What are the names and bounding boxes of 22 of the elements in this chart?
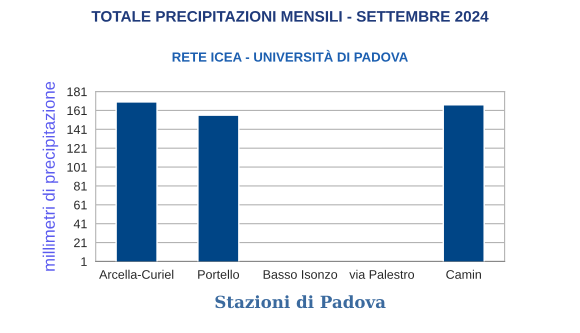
x-axis-title: Stazioni di Padova — [215, 295, 386, 308]
y-tick-label: 141 — [67, 125, 87, 134]
y-tick-label: 1 — [81, 257, 87, 266]
x-tick-label: via Palestro — [349, 270, 414, 279]
y-tick-label: 161 — [67, 106, 87, 116]
y-tick-label: 41 — [74, 220, 87, 228]
x-tick-label: Basso Isonzo — [264, 270, 338, 279]
bar — [442, 104, 485, 262]
y-axis-title: millimetri di precipitazione — [42, 82, 58, 271]
y-tick-label: 101 — [67, 162, 87, 172]
y-tick-label: 61 — [74, 200, 87, 210]
bar — [197, 114, 240, 262]
bar — [115, 101, 158, 262]
chart-subtitle: RETE ICEA - UNIVERSITÀ DI PADOVA — [172, 50, 408, 62]
x-tick-label: Portello — [198, 270, 240, 279]
y-tick-label: 121 — [67, 144, 87, 153]
y-tick-label: 21 — [74, 238, 87, 248]
y-tick-label: 81 — [74, 182, 87, 191]
x-tick-label: Arcella-Curiel — [99, 270, 174, 279]
x-tick-label: Camin — [446, 270, 481, 279]
y-tick-label: 181 — [67, 87, 87, 96]
chart-title: TOTALE PRECIPITAZIONI MENSILI - SETTEMBRE 2024 — [92, 10, 489, 22]
